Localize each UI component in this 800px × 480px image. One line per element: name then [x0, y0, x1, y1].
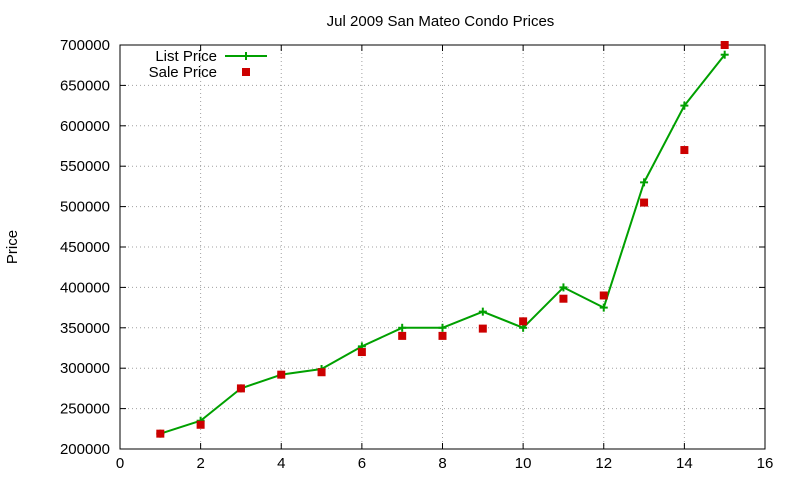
y-tick-label: 500000 — [60, 199, 110, 216]
y-tick-label: 700000 — [60, 37, 110, 54]
ticks-layer: 0 2 4 6 8 10 12 14 16 200000 250000 300000 350000 400… — [60, 37, 773, 472]
legend-marker — [242, 52, 250, 60]
series-layer — [156, 41, 729, 438]
y-tick-label: 600000 — [60, 118, 110, 135]
data-point — [398, 331, 407, 340]
data-point — [559, 294, 568, 303]
legend-label: Sale Price — [149, 64, 217, 81]
x-tick-label: 14 — [676, 455, 693, 472]
data-point — [236, 384, 245, 393]
data-point — [680, 146, 689, 155]
data-point — [720, 50, 729, 59]
series-1 — [156, 50, 729, 438]
data-point — [599, 291, 608, 300]
x-tick-label: 8 — [438, 455, 446, 472]
grid-layer — [120, 45, 765, 449]
y-tick-label: 200000 — [60, 441, 110, 458]
data-point — [640, 198, 649, 207]
y-axis-title: Price — [4, 230, 21, 264]
legend-label: List Price — [155, 48, 217, 65]
y-tick-label: 400000 — [60, 279, 110, 296]
y-tick-label: 450000 — [60, 239, 110, 256]
data-point — [156, 429, 165, 438]
x-tick-label: 6 — [358, 455, 366, 472]
chart-title: Jul 2009 San Mateo Condo Prices — [327, 13, 555, 30]
data-point — [720, 41, 729, 49]
data-point — [559, 283, 568, 292]
data-point — [398, 323, 407, 332]
data-point — [519, 317, 528, 326]
y-tick-label: 550000 — [60, 158, 110, 175]
y-tick-label: 250000 — [60, 401, 110, 418]
x-tick-label: 4 — [277, 455, 285, 472]
x-tick-label: 16 — [757, 455, 774, 472]
x-tick-label: 10 — [515, 455, 532, 472]
y-tick-label: 350000 — [60, 320, 110, 337]
x-tick-label: 2 — [196, 455, 204, 472]
data-point — [478, 307, 487, 316]
legend-marker — [242, 68, 250, 76]
data-point — [599, 303, 608, 312]
data-point — [196, 420, 205, 429]
series-2 — [156, 41, 729, 438]
data-point — [438, 331, 447, 340]
data-point — [317, 368, 326, 377]
data-point — [478, 324, 487, 333]
x-tick-label: 0 — [116, 455, 124, 472]
data-point — [640, 178, 649, 187]
data-point — [438, 323, 447, 332]
data-point — [357, 348, 366, 357]
x-tick-label: 12 — [595, 455, 612, 472]
data-point — [277, 370, 286, 379]
data-point — [680, 101, 689, 110]
y-tick-label: 300000 — [60, 360, 110, 377]
series-line — [160, 54, 726, 435]
y-tick-label: 650000 — [60, 77, 110, 94]
